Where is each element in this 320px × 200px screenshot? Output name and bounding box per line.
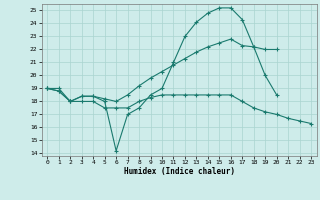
X-axis label: Humidex (Indice chaleur): Humidex (Indice chaleur) — [124, 167, 235, 176]
